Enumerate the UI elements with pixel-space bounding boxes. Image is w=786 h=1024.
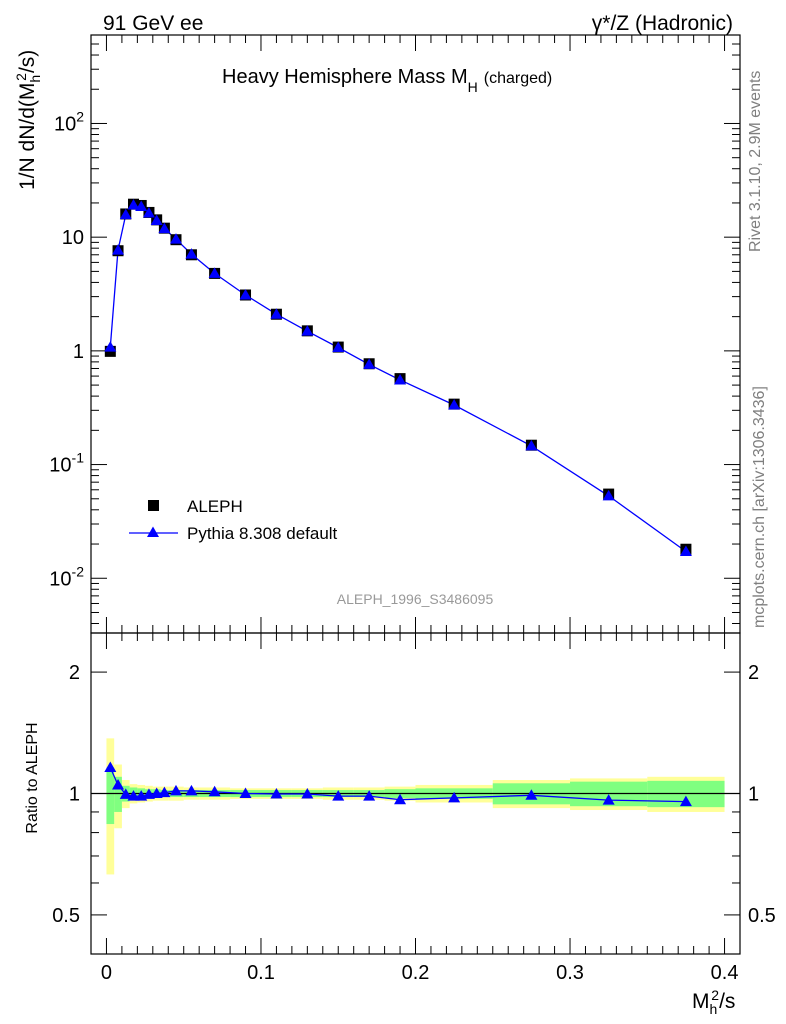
ratio-inner-band xyxy=(114,776,122,812)
ratio-point xyxy=(127,790,140,801)
x-tick-label: 0.3 xyxy=(556,962,584,984)
main-y-tick-label: 10-2 xyxy=(49,563,84,590)
header-left: 91 GeV ee xyxy=(103,12,203,35)
mc-point xyxy=(185,248,198,259)
ratio-point xyxy=(363,790,376,801)
plot-title-sub: H xyxy=(468,79,478,95)
mc-point xyxy=(270,308,283,319)
ratio-y-tick-label-right: 1 xyxy=(748,784,759,806)
x-tick-labels: 0 0.1 0.2 0.3 0.4 xyxy=(101,962,739,984)
watermark-label: ALEPH_1996_S3486095 xyxy=(337,591,494,607)
plot-title-main: Heavy Hemisphere Mass M xyxy=(222,66,468,88)
main-y-tick-label: 10 xyxy=(62,227,84,249)
legend-label-aleph: ALEPH xyxy=(187,497,243,516)
ratio-point xyxy=(239,787,252,798)
main-y-tick-label: 1 xyxy=(73,341,84,363)
mc-point xyxy=(158,222,171,234)
ratio-y-tick-label-left: 0.5 xyxy=(52,905,80,927)
mcplots-label: mcplots.cern.ch [arXiv:1306.3436] xyxy=(751,386,768,628)
ratio-point xyxy=(525,789,538,800)
ratio-point xyxy=(301,788,314,799)
ratio-point xyxy=(104,761,117,773)
mc-point xyxy=(301,325,314,336)
plot-title: Heavy Hemisphere Mass MH (charged) xyxy=(222,66,552,95)
ratio-axis-ticks xyxy=(90,633,740,955)
mc-point xyxy=(119,208,132,220)
ratio-point xyxy=(185,784,198,796)
mc-point xyxy=(135,200,148,212)
ratio-point xyxy=(332,790,345,801)
ratio-y-axis-label: Ratio to ALEPH xyxy=(24,722,41,833)
ratio-point xyxy=(112,778,125,790)
ratio-y-tick-label-right: 2 xyxy=(748,662,759,684)
ratio-point xyxy=(394,793,407,805)
ratio-mc-points xyxy=(104,761,692,807)
ratio-uncertainty-bands xyxy=(106,738,725,875)
ratio-point xyxy=(208,785,221,797)
rivet-version-label: Rivet 3.1.10, 2.9M events xyxy=(747,71,764,252)
ratio-point xyxy=(119,788,132,799)
mc-point xyxy=(150,214,163,226)
main-axis-ticks xyxy=(90,34,740,633)
ratio-point xyxy=(270,788,283,799)
legend: ALEPH Pythia 8.308 default xyxy=(129,497,338,543)
main-y-tick-label: 10-1 xyxy=(49,450,84,477)
ratio-y-tick-label-right: 0.5 xyxy=(748,905,776,927)
mc-point xyxy=(332,341,345,353)
ratio-y-tick-labels: 0.5 0.5 1 1 2 2 xyxy=(52,662,776,927)
ratio-y-tick-label-left: 2 xyxy=(69,662,80,684)
ratio-y-tick-label-left: 1 xyxy=(69,784,80,806)
header-right: γ*/Z (Hadronic) xyxy=(592,12,733,35)
x-tick-label: 0 xyxy=(101,962,112,984)
plot-title-suffix: (charged) xyxy=(484,70,552,87)
mc-point xyxy=(679,545,692,556)
main-plot-area: 10-2 10-1 1 10 102 Heavy Hemisphere Mass MH (… xyxy=(13,34,741,634)
main-y-tick-label: 102 xyxy=(54,108,84,135)
main-y-tick-labels: 10-2 10-1 1 10 102 xyxy=(49,108,84,590)
mc-point xyxy=(394,373,407,385)
x-tick-label: 0.1 xyxy=(247,962,275,984)
main-y-axis-label: 1/N dN/d(Mh2/s) xyxy=(13,50,43,190)
main-plot-frame xyxy=(90,34,741,634)
ratio-point xyxy=(169,784,182,796)
mc-point xyxy=(104,341,117,352)
mc-point xyxy=(448,399,461,410)
legend-marker-aleph xyxy=(148,500,159,511)
mc-point xyxy=(127,198,140,210)
ratio-plot-area: 0.5 0.51 12 2 0 0.1 0.2 0.3 0.4 Ratio to ALEPH … xyxy=(24,632,776,1017)
x-tick-label: 0.4 xyxy=(711,962,739,984)
ratio-inner-band xyxy=(106,767,115,825)
ratio-point xyxy=(158,786,171,798)
x-axis-label: Mh2/s xyxy=(692,987,735,1017)
mc-point xyxy=(239,288,252,300)
legend-label-mc: Pythia 8.308 default xyxy=(187,524,338,543)
ratio-point xyxy=(448,791,461,803)
legend-marker-mc xyxy=(147,526,159,537)
mc-point xyxy=(208,267,221,278)
mc-point xyxy=(525,439,538,451)
mc-point xyxy=(142,207,155,218)
mc-point xyxy=(363,358,376,369)
mc-points xyxy=(104,198,692,556)
mc-point xyxy=(169,233,182,244)
mc-point xyxy=(112,244,125,255)
x-tick-label: 0.2 xyxy=(402,962,430,984)
ratio-point xyxy=(679,795,692,807)
ratio-point xyxy=(602,794,615,805)
mc-point xyxy=(602,489,615,501)
